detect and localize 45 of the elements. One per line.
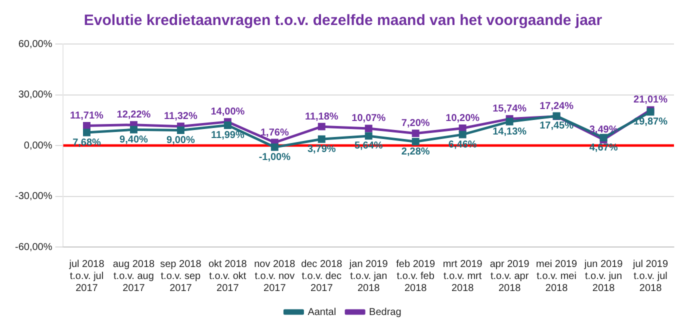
chart-title: Evolutie kredietaanvragen t.o.v. dezelfde maand van het voorgaande jaar (84, 12, 602, 30)
x-tick-label: okt 2018 t.o.v. okt 2017 (208, 258, 248, 294)
y-tick-label: 0,00% (24, 140, 52, 152)
data-label: 12,22% (116, 110, 151, 121)
y-tick-label: -30,00% (14, 191, 52, 202)
data-label: 17,45% (540, 120, 574, 132)
x-tick-label: jan 2019 t.o.v. jan 2018 (348, 258, 388, 294)
y-tick-label: -60,00% (14, 242, 52, 253)
data-label: 14,13% (492, 126, 527, 138)
x-tick-label: mei 2019 t.o.v. mei 2018 (536, 258, 578, 294)
data-label: 14,00% (210, 106, 245, 118)
y-tick-label: 30,00% (18, 90, 52, 100)
data-label: 9,00% (166, 135, 195, 146)
legend-label: Aantal (308, 306, 336, 318)
data-label: 17,24% (540, 101, 574, 112)
x-tick-label: jul 2019 t.o.v. jul 2018 (632, 258, 668, 294)
data-label: 5,64% (354, 140, 383, 152)
legend-label: Bedrag (369, 306, 402, 318)
x-tick-label: aug 2018 t.o.v. aug 2017 (112, 258, 156, 294)
y-tick-label: 60,00% (18, 38, 52, 50)
data-label: -1,00% (258, 152, 291, 163)
x-tick-label: nov 2018 t.o.v. nov 2017 (254, 258, 296, 294)
data-label: 10,07% (352, 113, 386, 124)
data-label: 7,20% (401, 118, 430, 130)
x-tick-label: apr 2019 t.o.v. apr 2018 (490, 258, 530, 294)
data-label: 6,46% (448, 139, 477, 150)
data-label: 11,99% (210, 130, 244, 141)
x-tick-label: feb 2019 t.o.v. feb 2018 (396, 258, 436, 294)
data-label: 11,18% (304, 111, 338, 122)
x-tick-label: mrt 2019 t.o.v. mrt 2018 (442, 258, 483, 294)
data-label: 19,87% (634, 116, 668, 128)
data-label: 3,49% (589, 124, 618, 136)
data-label: 2,28% (401, 146, 430, 158)
x-tick-label: jun 2019 t.o.v. jun 2018 (583, 258, 624, 294)
data-label: 11,71% (70, 110, 104, 122)
x-tick-label: jul 2018 t.o.v. jul 2017 (68, 258, 105, 294)
data-label: 10,20% (446, 112, 480, 124)
data-label: 15,74% (492, 104, 527, 115)
data-label: 3,79% (307, 144, 336, 155)
x-tick-label: sep 2018 t.o.v. sep 2017 (160, 258, 202, 294)
data-label: 1,76% (260, 127, 289, 138)
data-label: 11,32% (164, 111, 198, 122)
data-label: 21,01% (634, 94, 668, 106)
x-tick-label: dec 2018 t.o.v. dec 2017 (301, 258, 343, 294)
data-label: 9,40% (120, 134, 148, 146)
